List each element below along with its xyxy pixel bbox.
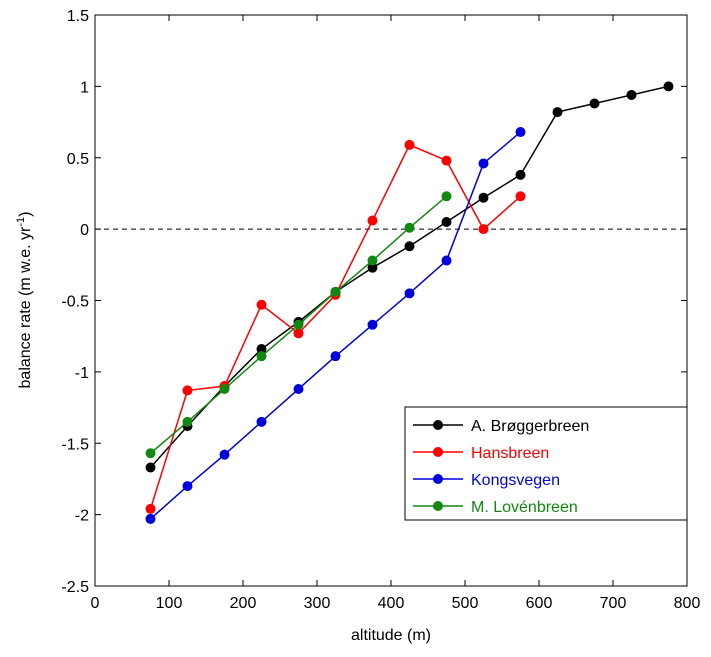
x-tick-label: 800 (674, 595, 701, 612)
y-tick-label: -0.5 (61, 294, 89, 311)
legend-label: A. Brøggerbreen (471, 418, 589, 435)
data-point (404, 241, 415, 252)
data-point (182, 385, 193, 396)
data-point (330, 351, 341, 362)
y-tick-label: 0 (80, 222, 89, 239)
data-point (441, 255, 452, 266)
legend-box (404, 406, 688, 521)
x-tick-label: 300 (304, 595, 331, 612)
data-point (182, 416, 193, 427)
data-point (293, 328, 304, 339)
data-point (182, 481, 193, 492)
data-point (256, 299, 267, 310)
data-point (367, 255, 378, 266)
data-point (219, 384, 230, 395)
legend-marker (433, 474, 443, 484)
y-tick-label: -1.5 (61, 436, 89, 453)
data-point (367, 319, 378, 330)
data-point (441, 191, 452, 202)
y-tick-label: -1 (75, 365, 89, 382)
x-tick-label: 500 (452, 595, 479, 612)
data-point (367, 215, 378, 226)
data-point (404, 139, 415, 150)
data-point (145, 462, 156, 473)
y-axis-label-main: balance rate (m w.e. yr (17, 226, 34, 389)
data-point (256, 416, 267, 427)
legend-label: M. Lovénbreen (471, 499, 578, 516)
data-point (145, 513, 156, 524)
data-point (441, 155, 452, 166)
x-tick-label: 200 (230, 595, 257, 612)
x-tick-label: 0 (91, 595, 100, 612)
y-axis-label: balance rate (m w.e. yr-1) (15, 212, 34, 389)
y-tick-label: -2 (75, 508, 89, 525)
y-axis-label-sup: -1 (15, 217, 27, 227)
x-axis-label: altitude (m) (351, 627, 431, 644)
data-point (256, 344, 267, 355)
data-point (515, 169, 526, 180)
data-point (404, 288, 415, 299)
legend-marker (433, 420, 443, 430)
data-point (330, 286, 341, 297)
data-point (145, 503, 156, 514)
x-tick-label: 100 (156, 595, 183, 612)
data-point (404, 222, 415, 233)
x-tick-label: 700 (600, 595, 627, 612)
y-axis-label-end: ) (17, 212, 34, 217)
data-point (515, 127, 526, 138)
y-tick-label: 1.5 (67, 8, 89, 25)
legend-marker (433, 447, 443, 457)
legend-marker (433, 501, 443, 511)
x-tick-label: 400 (378, 595, 405, 612)
data-point (293, 384, 304, 395)
legend-label: Kongsvegen (471, 472, 560, 489)
y-tick-label: -2.5 (61, 579, 89, 596)
data-point (663, 81, 674, 92)
data-point (478, 192, 489, 203)
data-point (367, 262, 378, 273)
data-point (145, 448, 156, 459)
data-point (515, 191, 526, 202)
y-tick-label: 1 (80, 79, 89, 96)
data-point (478, 158, 489, 169)
data-point (219, 449, 230, 460)
data-point (552, 107, 563, 118)
data-point (626, 89, 637, 100)
data-point (441, 216, 452, 227)
data-point (589, 98, 600, 109)
data-point (478, 224, 489, 235)
legend-label: Hansbreen (471, 445, 549, 462)
y-tick-label: 0.5 (67, 151, 89, 168)
data-point (293, 319, 304, 330)
x-tick-label: 600 (526, 595, 553, 612)
data-point (256, 351, 267, 362)
